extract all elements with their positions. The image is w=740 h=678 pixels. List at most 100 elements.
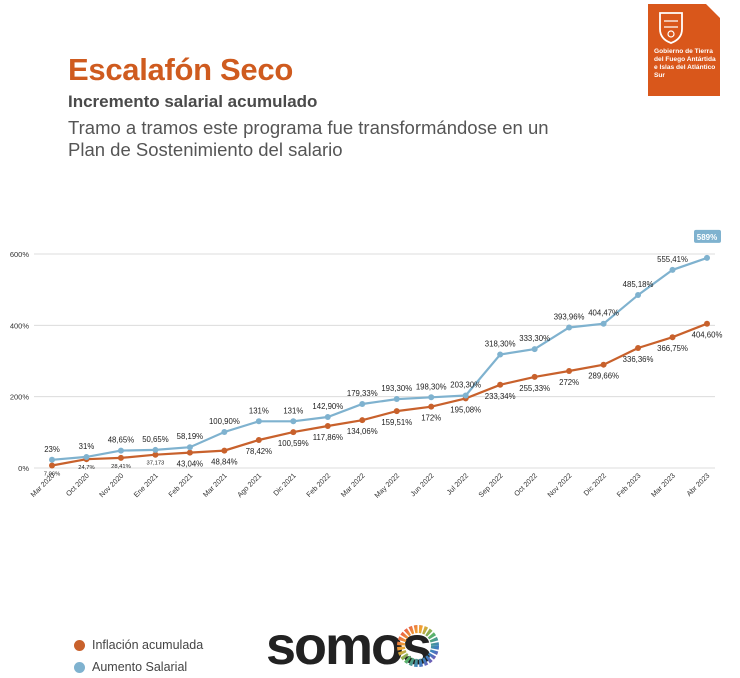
x-tick-label: Nov 2020 — [97, 471, 125, 499]
inflation-data-label: 289,66% — [588, 372, 619, 381]
inflation-point — [497, 381, 504, 388]
legend-item-salary: Aumento Salarial — [74, 656, 203, 678]
x-tick-label: Abr 2023 — [684, 471, 711, 498]
salary-data-label: 193,30% — [381, 384, 412, 393]
inflation-data-label: 28,41% — [111, 464, 131, 470]
x-tick-label: Mar 2022 — [339, 471, 367, 499]
x-tick-label: Dic 2021 — [271, 471, 297, 497]
inflation-data-label: 43,04% — [177, 460, 204, 469]
x-tick-label: Ago 2021 — [235, 471, 263, 499]
salary-data-label: 50,65% — [142, 435, 169, 444]
x-tick-label: Jun 2022 — [408, 471, 435, 498]
salary-data-label: 131% — [249, 406, 269, 415]
salary-point — [635, 291, 642, 298]
salary-point — [117, 447, 124, 454]
x-tick-label: May 2022 — [372, 471, 401, 500]
salary-data-label: 23% — [44, 445, 60, 454]
salary-chart: 0%200%400%600%Mar 2020 Oct 2020 Nov 2020 En… — [10, 229, 722, 500]
salary-point — [462, 392, 469, 399]
inflation-point — [324, 422, 331, 429]
x-tick-label: Feb 2023 — [615, 471, 643, 499]
inflation-point — [704, 320, 710, 327]
x-tick-label: Ene 2021 — [132, 471, 160, 499]
salary-point — [49, 456, 55, 463]
inflation-data-label: 37,173 — [147, 461, 165, 467]
inflation-data-label: 48,84% — [211, 458, 238, 467]
inflation-point — [186, 449, 193, 456]
salary-data-label: 393,96% — [554, 312, 585, 321]
inflation-data-label: 117,86% — [313, 433, 343, 442]
x-tick-label: Oct 2022 — [512, 471, 539, 498]
y-tick-label: 200% — [10, 393, 30, 402]
salary-data-label: 318,30% — [485, 339, 516, 348]
salary-data-label: 100,90% — [209, 417, 240, 426]
salary-point — [600, 320, 607, 327]
inflation-point — [117, 454, 124, 461]
inflation-point — [635, 345, 642, 352]
brand-o-ring-icon — [397, 625, 439, 667]
logo-fold-corner — [706, 4, 720, 18]
legend-label-salary: Aumento Salarial — [92, 660, 188, 674]
salary-point — [704, 254, 710, 261]
inflation-point — [152, 451, 159, 458]
salary-data-label: 589% — [697, 233, 717, 242]
x-tick-label: Nov 2022 — [545, 471, 573, 499]
page-subtitle: Incremento salarial acumulado — [68, 92, 318, 111]
inflation-point — [428, 403, 435, 410]
salary-point — [393, 396, 400, 403]
salary-data-label: 31% — [79, 442, 95, 451]
inflation-data-label: 336,36% — [623, 355, 654, 364]
logo-text: Gobierno de Tierra del Fuego Antártida e… — [654, 48, 716, 79]
inflation-data-label: 24,7% — [78, 465, 94, 471]
inflation-data-label: 159,51% — [381, 418, 412, 427]
salary-point — [290, 418, 297, 425]
salary-point — [566, 324, 573, 331]
salary-highlight-badge — [694, 229, 721, 243]
x-tick-label: Jul 2022 — [445, 471, 471, 497]
inflation-point — [221, 447, 228, 454]
coat-of-arms-icon — [659, 12, 683, 44]
inflation-data-label: 255,33% — [519, 384, 550, 393]
salary-point — [186, 444, 193, 451]
salary-data-label: 203,30% — [450, 380, 481, 389]
salary-data-label: 179,33% — [347, 389, 378, 398]
salary-data-label: 131% — [283, 406, 303, 415]
x-tick-label: Mar 2023 — [649, 471, 677, 499]
inflation-data-label: 134,06% — [347, 427, 378, 436]
inflation-point — [566, 367, 573, 374]
somos-brand-logo: somos — [266, 616, 439, 675]
page-title: Escalafón Seco — [68, 52, 293, 87]
salary-point — [428, 394, 435, 401]
inflation-point — [290, 429, 297, 436]
inflation-data-label: 7,06% — [44, 471, 60, 477]
legend-item-inflation: Inflación acumulada — [74, 634, 203, 656]
page-description: Tramo a tramos este programa fue transfo… — [68, 117, 549, 160]
salary-data-label: 58,19% — [177, 432, 204, 441]
salary-data-label: 404,47% — [588, 309, 619, 318]
salary-point — [497, 351, 504, 358]
salary-point — [83, 453, 90, 460]
salary-point — [324, 414, 331, 421]
salary-data-label: 555,41% — [657, 255, 688, 264]
inflation-point — [531, 373, 538, 380]
inflation-point — [393, 408, 400, 415]
x-tick-label: Feb 2021 — [166, 471, 194, 499]
inflation-data-label: 366,75% — [657, 344, 688, 353]
inflation-point — [255, 437, 262, 444]
brand-name: somos — [266, 616, 430, 675]
inflation-point — [49, 462, 55, 469]
inflation-data-label: 233,34% — [485, 392, 516, 401]
x-tick-label: Oct 2020 — [64, 471, 91, 498]
x-tick-label: Sep 2022 — [476, 471, 504, 499]
inflation-data-label: 78,42% — [246, 447, 273, 456]
x-tick-label: Feb 2022 — [304, 471, 332, 499]
salary-point — [221, 429, 228, 436]
y-tick-label: 600% — [10, 250, 30, 259]
inflation-data-label: 100,59% — [278, 439, 309, 448]
legend-swatch-inflation — [74, 639, 85, 651]
inflation-point — [359, 417, 366, 424]
inflation-series-line — [51, 322, 708, 467]
x-tick-label: Mar 2021 — [201, 471, 229, 499]
salary-data-label: 48,65% — [108, 436, 135, 445]
legend-swatch-salary — [74, 661, 85, 673]
